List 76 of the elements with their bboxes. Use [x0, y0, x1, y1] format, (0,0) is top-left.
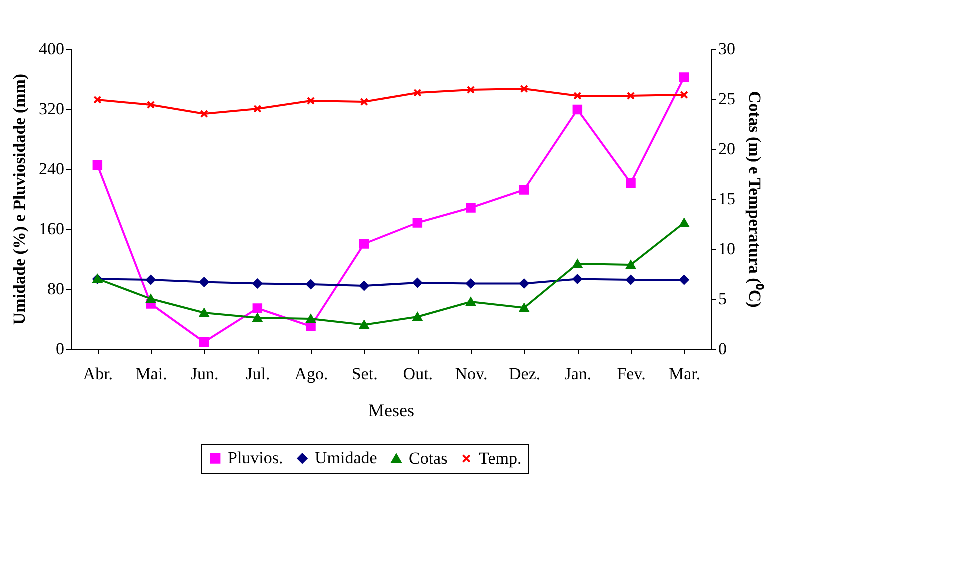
point: [519, 185, 530, 195]
y-tick-label: 320: [39, 100, 64, 118]
x-tick-label: Jun.: [190, 364, 219, 384]
x-axis-title: Meses: [368, 400, 414, 420]
point: [679, 275, 690, 285]
point: [679, 72, 690, 82]
x-tick-label: Nov.: [455, 364, 488, 384]
point: [519, 278, 530, 289]
point: [359, 281, 370, 291]
point: [94, 96, 102, 104]
point: [466, 203, 476, 213]
point: [412, 278, 423, 288]
point: [414, 88, 422, 98]
x-tick-label: Mar.: [669, 364, 701, 384]
y2-tick-label: 15: [718, 190, 736, 208]
point: [412, 312, 423, 322]
point: [252, 278, 263, 289]
point: [572, 104, 583, 115]
x-tick-label: Mai.: [136, 364, 168, 384]
point: [574, 92, 582, 100]
x-tick-label: Abr.: [83, 364, 114, 384]
point: [306, 314, 316, 324]
point: [626, 260, 636, 270]
y2-tick-label: 20: [718, 140, 736, 158]
y2-tick-label: 5: [718, 290, 727, 308]
point: [412, 218, 423, 228]
x-tick-label: Out.: [403, 364, 434, 384]
point: [252, 304, 263, 314]
x-tick-label: Ago.: [294, 364, 328, 384]
point: [626, 178, 636, 188]
point: [680, 90, 688, 100]
point: [520, 84, 528, 94]
x-tick-label: Jan.: [564, 364, 592, 384]
point: [519, 304, 530, 312]
point: [466, 86, 476, 94]
point: [199, 308, 210, 318]
point: [359, 320, 370, 330]
y-tick-label: 0: [56, 340, 64, 358]
y-axis-title: Umidade (%) e Pluviosidade (mm): [10, 74, 29, 326]
legend-label: Pluvios.: [228, 448, 284, 468]
point: [466, 278, 476, 289]
point: [626, 92, 636, 100]
point: [146, 100, 156, 110]
legend-label: Cotas: [409, 448, 448, 468]
x-tick-label: Set.: [352, 364, 378, 384]
point: [146, 275, 156, 285]
point: [306, 96, 316, 106]
point: [254, 104, 262, 114]
point: [359, 239, 370, 249]
point: [199, 277, 210, 288]
point: [146, 294, 156, 304]
y-tick-label: 240: [39, 160, 64, 178]
legend-label: Temp.: [479, 448, 522, 468]
point: [466, 298, 476, 306]
y-tick-label: 160: [39, 220, 64, 238]
y2-tick-label: 30: [718, 40, 736, 58]
point: [199, 337, 210, 348]
point: [200, 110, 208, 118]
point: [572, 260, 583, 268]
point: [360, 98, 368, 106]
y-tick-label: 400: [39, 40, 64, 58]
legend-label: Umidade: [315, 448, 378, 468]
point: [252, 314, 263, 322]
x-tick-label: Fev.: [617, 364, 646, 384]
point: [679, 218, 690, 228]
point: [626, 275, 636, 285]
x-tick-label: Dez.: [509, 364, 541, 384]
point: [306, 280, 316, 290]
y2-tick-label: 25: [718, 90, 736, 108]
y-tick-label: 80: [48, 280, 64, 298]
y2-tick-label: 0: [718, 340, 727, 358]
x-tick-label: Jul.: [246, 364, 270, 384]
point: [572, 274, 583, 284]
y2-tick-label: 10: [718, 240, 736, 258]
y2-axis-title: Cotas (m) e Temperatura (⁰C): [746, 91, 764, 308]
point: [92, 160, 103, 170]
